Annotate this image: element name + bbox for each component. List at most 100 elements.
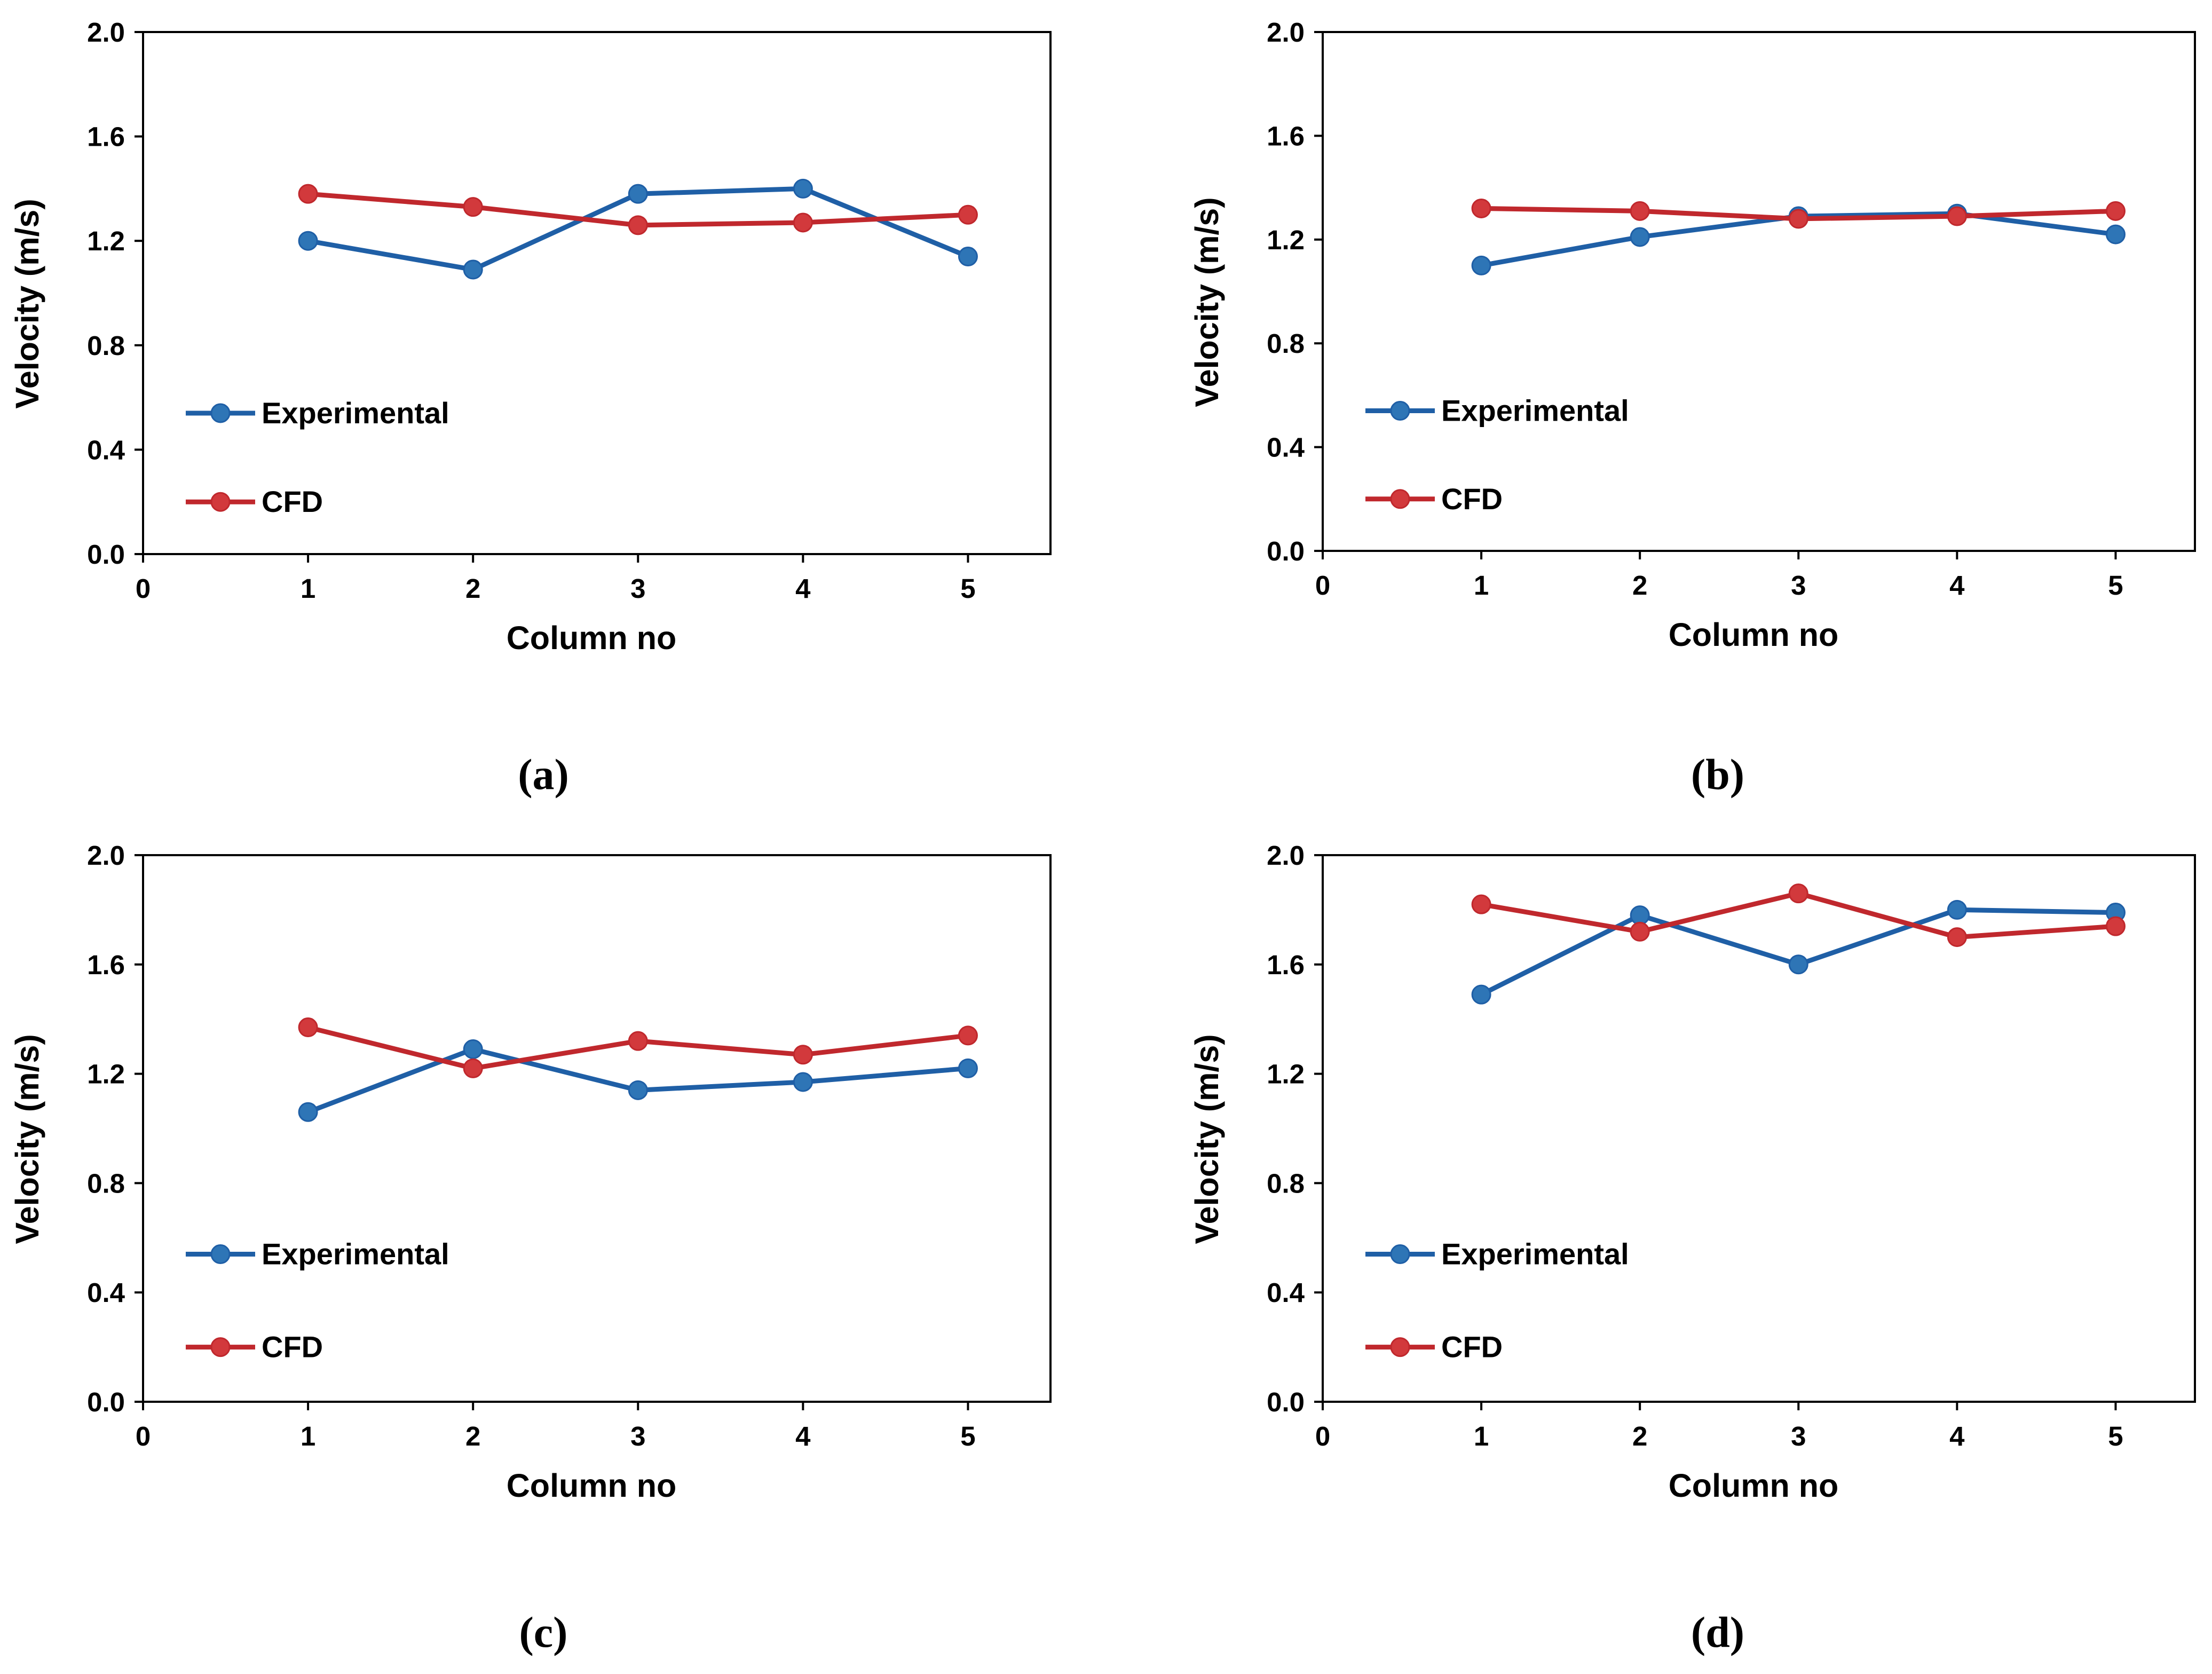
data-point-cfd xyxy=(2105,201,2126,221)
data-point-experimental xyxy=(628,184,648,204)
y-tick-label: 0.4 xyxy=(87,1277,125,1308)
data-point-experimental xyxy=(628,1080,648,1100)
y-tick-label: 1.6 xyxy=(87,950,125,980)
x-tick-label: 0 xyxy=(1315,1421,1330,1451)
data-point-cfd xyxy=(1630,921,1650,942)
data-point-cfd xyxy=(1947,206,1967,226)
data-point-cfd xyxy=(463,197,483,217)
legend-marker-experimental xyxy=(210,1244,231,1265)
x-tick-label: 1 xyxy=(1474,1421,1489,1451)
x-tick-label: 5 xyxy=(2108,570,2123,601)
y-tick-label: 0.0 xyxy=(1267,1387,1305,1417)
y-axis-title: Velocity (m/s) xyxy=(1189,197,1225,407)
y-tick-label: 0.0 xyxy=(1267,536,1305,566)
x-tick-label: 4 xyxy=(795,573,811,604)
x-tick-label: 0 xyxy=(136,573,151,604)
x-tick-label: 3 xyxy=(1791,570,1806,601)
legend-label-cfd: CFD xyxy=(262,485,323,518)
y-tick-label: 0.8 xyxy=(87,1168,125,1198)
data-point-cfd xyxy=(1947,927,1967,947)
legend-label-cfd: CFD xyxy=(1441,482,1503,516)
panel-label: (b) xyxy=(1691,750,1744,799)
data-point-experimental xyxy=(793,1072,813,1092)
data-point-cfd xyxy=(1630,201,1650,221)
x-tick-label: 2 xyxy=(465,573,480,604)
legend-marker-cfd xyxy=(1390,489,1410,509)
data-point-cfd xyxy=(298,1017,318,1038)
data-point-cfd xyxy=(793,212,813,233)
y-tick-label: 1.2 xyxy=(1267,225,1305,255)
legend-label-experimental: Experimental xyxy=(1441,394,1629,428)
x-tick-label: 3 xyxy=(630,1421,645,1451)
y-tick-label: 0.0 xyxy=(87,1387,125,1417)
y-tick-label: 2.0 xyxy=(1267,840,1305,871)
chart-panel-c: 0.0 0.4 0.8 1.2 1.6 2.0 0 1 2 3 4 5 Column no Velocit… xyxy=(9,840,1052,1656)
data-point-experimental xyxy=(298,231,318,251)
data-point-experimental xyxy=(298,1102,318,1122)
x-axis-title: Column no xyxy=(1669,1467,1839,1504)
data-point-cfd xyxy=(958,1025,978,1046)
x-axis-title: Column no xyxy=(1669,617,1839,653)
data-point-cfd xyxy=(958,204,978,225)
y-axis-title: Velocity (m/s) xyxy=(1189,1034,1225,1244)
x-tick-label: 1 xyxy=(301,1421,315,1451)
y-tick-label: 0.4 xyxy=(87,435,125,465)
plot-frame xyxy=(142,854,1052,1403)
y-tick-label: 0.8 xyxy=(1267,328,1305,359)
data-point-cfd xyxy=(628,1031,648,1051)
x-tick-label: 2 xyxy=(465,1421,480,1451)
x-tick-label: 5 xyxy=(960,573,975,604)
x-tick-label: 5 xyxy=(960,1421,975,1451)
x-axis-title: Column no xyxy=(507,1467,677,1504)
data-point-experimental xyxy=(793,178,813,199)
legend-label-cfd: CFD xyxy=(262,1330,323,1364)
data-point-cfd xyxy=(1788,883,1808,904)
y-tick-label: 1.6 xyxy=(1267,950,1305,980)
panel-label: (c) xyxy=(519,1608,567,1656)
data-point-experimental xyxy=(1947,899,1967,920)
x-tick-label: 0 xyxy=(1315,570,1330,601)
legend-marker-experimental xyxy=(1390,401,1410,421)
data-point-experimental xyxy=(1630,905,1650,926)
data-point-cfd xyxy=(793,1045,813,1065)
y-tick-label: 0.8 xyxy=(87,330,125,361)
data-point-experimental xyxy=(958,247,978,267)
data-point-cfd xyxy=(463,1058,483,1078)
legend-marker-experimental xyxy=(210,403,231,423)
x-tick-label: 3 xyxy=(1791,1421,1806,1451)
panel-label: (d) xyxy=(1691,1608,1744,1656)
plot-frame xyxy=(1322,854,2196,1403)
y-axis-title: Velocity (m/s) xyxy=(9,1034,45,1244)
x-tick-label: 5 xyxy=(2108,1421,2123,1451)
legend-marker-cfd xyxy=(210,1337,231,1357)
chart-panel-b: 0.0 0.4 0.8 1.2 1.6 2.0 0 1 2 3 4 5 Column no Velocit… xyxy=(1189,17,2196,799)
x-tick-label: 4 xyxy=(795,1421,811,1451)
y-axis-title: Velocity (m/s) xyxy=(9,199,45,408)
x-tick-label: 2 xyxy=(1632,1421,1647,1451)
y-tick-label: 2.0 xyxy=(1267,17,1305,48)
data-point-experimental xyxy=(463,1039,483,1060)
x-axis-title: Column no xyxy=(507,620,677,656)
y-tick-label: 1.6 xyxy=(1267,121,1305,151)
data-point-experimental xyxy=(1471,984,1491,1005)
chart-panel-d: 0.0 0.4 0.8 1.2 1.6 2.0 0 1 2 3 4 5 Column no Velocit… xyxy=(1189,840,2196,1656)
plot-frame xyxy=(142,31,1052,555)
x-tick-label: 1 xyxy=(301,573,315,604)
data-point-cfd xyxy=(298,184,318,204)
chart-panel-a: 0.0 0.4 0.8 1.2 1.6 2.0 0 1 2 3 4 5 Column no Velocit… xyxy=(9,17,1052,799)
data-point-cfd xyxy=(1471,894,1491,914)
x-tick-label: 4 xyxy=(1949,570,1965,601)
data-point-cfd xyxy=(1788,209,1808,229)
y-tick-label: 0.0 xyxy=(87,539,125,570)
y-tick-label: 1.2 xyxy=(87,1059,125,1089)
x-tick-label: 4 xyxy=(1949,1421,1965,1451)
data-point-experimental xyxy=(1630,227,1650,247)
y-tick-label: 2.0 xyxy=(87,840,125,871)
y-tick-label: 2.0 xyxy=(87,17,125,48)
data-point-experimental xyxy=(958,1058,978,1078)
data-point-experimental xyxy=(1471,255,1491,275)
legend-marker-cfd xyxy=(210,492,231,512)
data-point-cfd xyxy=(2105,916,2126,936)
legend-label-experimental: Experimental xyxy=(262,396,449,430)
